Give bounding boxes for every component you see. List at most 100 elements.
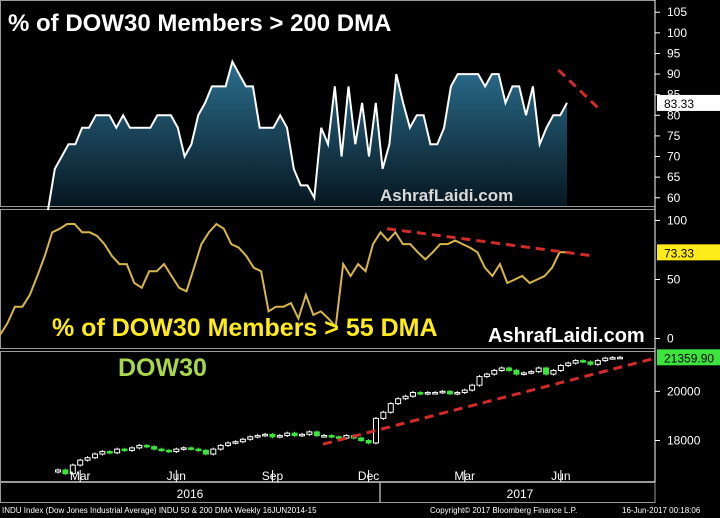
candle-body: [195, 448, 202, 452]
candle-body: [232, 441, 239, 444]
y-tick-label-1: 95: [667, 46, 681, 60]
candle-body: [62, 469, 69, 475]
candle-body: [602, 357, 609, 362]
time-axis-frame: [0, 482, 656, 503]
candle-body: [417, 392, 424, 395]
y-tick-label-3: 18000: [667, 434, 701, 448]
y-tick-label-1: 80: [667, 108, 681, 122]
candle-body: [617, 356, 623, 360]
candle-body: [151, 446, 158, 450]
candle-body: [402, 395, 409, 400]
top-panel-title: % of DOW30 Members > 200 DMA: [8, 10, 392, 37]
candle-body: [543, 367, 550, 375]
candle-body: [565, 362, 572, 367]
candle-body: [99, 451, 106, 455]
candle-body: [387, 403, 394, 413]
y-tick-label-3: 20000: [667, 384, 701, 398]
candle-body: [328, 435, 335, 438]
candle-body: [343, 435, 350, 439]
candle-body: [210, 448, 217, 455]
candle-body: [469, 384, 476, 391]
y-tick-label-1: 75: [667, 129, 681, 143]
candle-body: [284, 432, 291, 437]
candle-body: [306, 431, 313, 435]
candle-body: [291, 432, 298, 437]
y-tick-label-1: 105: [667, 5, 687, 19]
candle-body: [506, 367, 513, 371]
candle-body: [572, 360, 579, 364]
candle-body: [173, 448, 180, 453]
candle-body: [217, 444, 224, 450]
candle-body: [202, 449, 209, 455]
candle-body: [262, 433, 269, 437]
candle-body: [136, 444, 143, 449]
candle-body: [432, 392, 439, 395]
candle-body: [269, 433, 276, 438]
candle-body: [106, 451, 113, 454]
candle-body: [180, 447, 187, 450]
candle-body: [114, 448, 121, 454]
candle-body: [587, 361, 594, 365]
candle-body: [409, 392, 416, 397]
y-tick-label-1: 65: [667, 170, 681, 184]
candle-body: [424, 392, 431, 395]
x-tick-label: Mar: [454, 469, 475, 483]
candle-body: [513, 369, 520, 375]
candle-body: [121, 448, 128, 452]
bottom-panel-title: DOW30: [118, 354, 207, 382]
candle-body: [165, 449, 172, 453]
footer-timestamp: 16-Jun-2017 00:18:06: [622, 506, 701, 515]
dma55-last-value: 73.33: [664, 246, 694, 260]
candle-body: [365, 440, 372, 444]
candle-body: [247, 436, 254, 440]
y-tick-label-1: 70: [667, 150, 681, 164]
candle-body: [313, 431, 320, 437]
x-tick-label: Mar: [70, 469, 91, 483]
year-label-2017: 2017: [507, 487, 534, 501]
dma200-last-value: 83.33: [664, 97, 694, 111]
candle-body: [580, 360, 587, 363]
candle-body: [528, 371, 535, 374]
panel-frame-3: [0, 351, 656, 482]
candle-body: [143, 444, 150, 448]
candle-body: [299, 433, 306, 437]
dma200-line: [47, 59, 568, 211]
y-tick-label-2: 0: [667, 332, 674, 346]
year-label-2016: 2016: [177, 487, 204, 501]
dma200-trendline: [557, 68, 603, 113]
candle-body: [491, 369, 498, 375]
candle-body: [380, 411, 387, 419]
dow-last-value: 21359.90: [664, 351, 714, 365]
candle-body: [520, 372, 527, 375]
candle-body: [188, 447, 195, 450]
dma200-area: [48, 61, 567, 211]
candle-body: [77, 459, 84, 466]
candle-body: [476, 376, 483, 386]
candle-body: [395, 398, 402, 405]
candle-body: [557, 365, 564, 371]
dma55-last-value-box: [657, 244, 720, 261]
candle-body: [358, 437, 365, 441]
candle-body: [276, 435, 283, 438]
candle-body: [535, 367, 542, 373]
dma200-last-value-box: [657, 94, 720, 111]
y-tick-label-1: 100: [667, 26, 687, 40]
candle-body: [594, 360, 601, 365]
top-watermark: AshrafLaidi.com: [380, 186, 514, 205]
candle-body: [461, 389, 468, 394]
candle-body: [550, 369, 557, 375]
candle-body: [128, 447, 135, 451]
middle-panel-title: % of DOW30 Members > 55 DMA: [52, 314, 438, 342]
candle-body: [91, 453, 98, 459]
candle-body: [483, 373, 490, 378]
candle-body: [254, 435, 261, 438]
candle-body: [454, 392, 461, 395]
candle-body: [69, 464, 76, 475]
y-tick-label-2: 100: [667, 213, 687, 227]
y-tick-label-2: 50: [667, 273, 681, 287]
dma55-line: [0, 222, 567, 336]
candle-body: [84, 457, 91, 461]
x-tick-label: Sep: [262, 469, 284, 483]
dma55-trendline: [386, 227, 594, 258]
candle-body: [498, 367, 505, 371]
